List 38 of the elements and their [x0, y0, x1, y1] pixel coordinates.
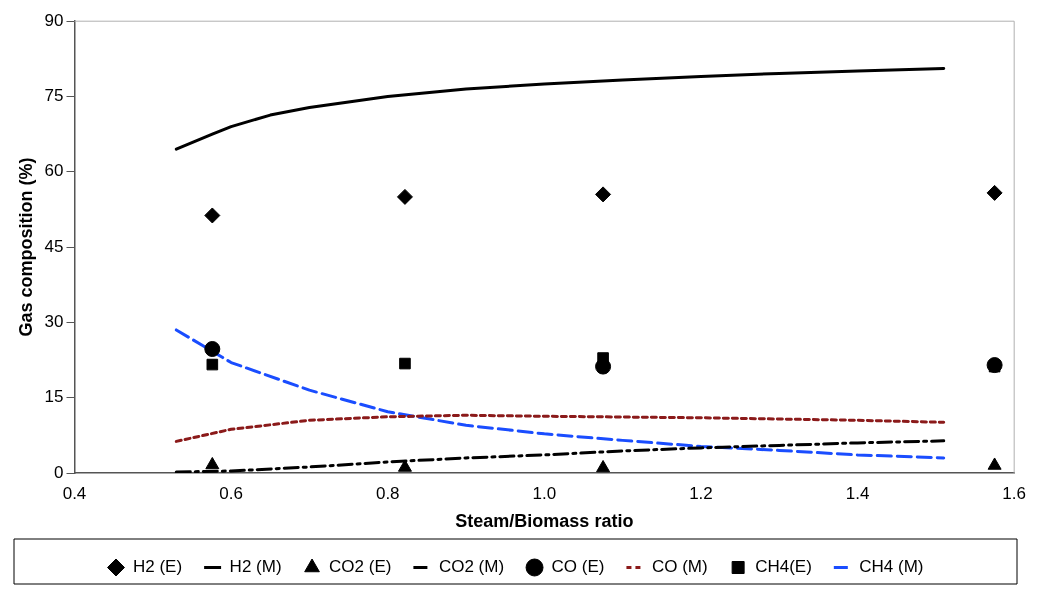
point	[206, 358, 219, 371]
point	[204, 341, 221, 358]
point	[399, 357, 411, 370]
point	[987, 457, 1002, 470]
x-tick-label: 1.0	[532, 483, 557, 503]
x-tick-label: 0.4	[62, 483, 87, 503]
y-tick-label: 0	[54, 462, 64, 482]
x-tick-label: 1.4	[845, 483, 870, 503]
legend-label: H2 (M)	[229, 557, 282, 577]
point	[205, 456, 220, 470]
legend-label: H2 (E)	[132, 557, 183, 577]
line-series	[174, 439, 946, 473]
y-tick-label: 45	[44, 236, 64, 256]
point	[204, 207, 221, 224]
legend-label: CO (M)	[651, 557, 708, 577]
point	[396, 188, 413, 205]
legend-label: CO2 (M)	[438, 557, 505, 577]
y-tick-label: 15	[44, 387, 64, 407]
legend-label: CH4 (M)	[859, 557, 924, 577]
x-tick-label: 0.8	[375, 483, 400, 503]
point	[397, 459, 412, 472]
y-tick-label: 75	[44, 86, 64, 106]
line-series	[174, 328, 946, 460]
legend-label: CH4(E)	[755, 557, 812, 577]
point	[595, 186, 612, 203]
y-tick-label: 30	[44, 312, 64, 332]
y-tick-label: 90	[44, 10, 64, 30]
line-series	[174, 413, 946, 443]
legend-label: CO (E)	[551, 557, 605, 577]
point	[986, 184, 1003, 201]
y-axis-title: Gas composition (%)	[15, 157, 36, 337]
x-axis-title: Steam/Biomass ratio	[455, 511, 634, 532]
y-tick-label: 60	[44, 161, 64, 181]
x-tick-label: 0.6	[219, 483, 243, 503]
x-tick-label: 1.2	[689, 483, 713, 503]
point	[596, 459, 611, 473]
legend-label: CO2 (E)	[329, 557, 392, 577]
x-tick-label: 1.6	[1002, 483, 1026, 503]
